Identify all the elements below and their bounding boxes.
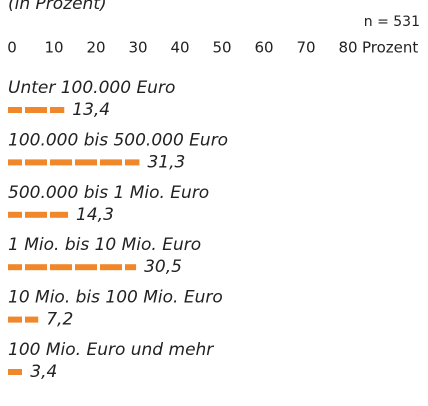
category-label: 100 Mio. Euro und mehr (8, 340, 214, 360)
category-label: Unter 100.000 Euro (8, 78, 175, 98)
bar (8, 316, 39, 323)
x-tick-label: 40 (170, 39, 189, 57)
x-tick-label: 10 (44, 39, 63, 57)
x-tick-label: 30 (128, 39, 147, 57)
x-tick-label: 60 (254, 39, 273, 57)
x-tick-label: 20 (86, 39, 105, 57)
category-label: 100.000 bis 500.000 Euro (8, 130, 228, 150)
x-axis-label: Prozent (362, 39, 418, 57)
value-label: 13,4 (72, 100, 110, 120)
bar (8, 369, 23, 375)
value-label: 30,5 (144, 257, 182, 277)
x-tick-label: 70 (296, 39, 315, 57)
value-label: 3,4 (30, 362, 57, 382)
x-tick-label: 50 (212, 39, 231, 57)
x-tick-label: 80 (338, 39, 357, 57)
category-label: 500.000 bis 1 Mio. Euro (8, 183, 209, 203)
bar (8, 107, 65, 113)
bar (8, 264, 137, 271)
category-label: 10 Mio. bis 100 Mio. Euro (8, 288, 223, 308)
value-label: 7,2 (46, 310, 73, 330)
value-label: 14,3 (76, 205, 114, 225)
x-tick-label: 0 (7, 39, 17, 57)
sample-size: n = 531 (364, 14, 420, 30)
value-label: 31,3 (147, 152, 185, 172)
subtitle: (in Prozent) (8, 0, 107, 14)
bar (8, 211, 69, 218)
category-label: 1 Mio. bis 10 Mio. Euro (8, 235, 201, 255)
bar (8, 159, 140, 166)
